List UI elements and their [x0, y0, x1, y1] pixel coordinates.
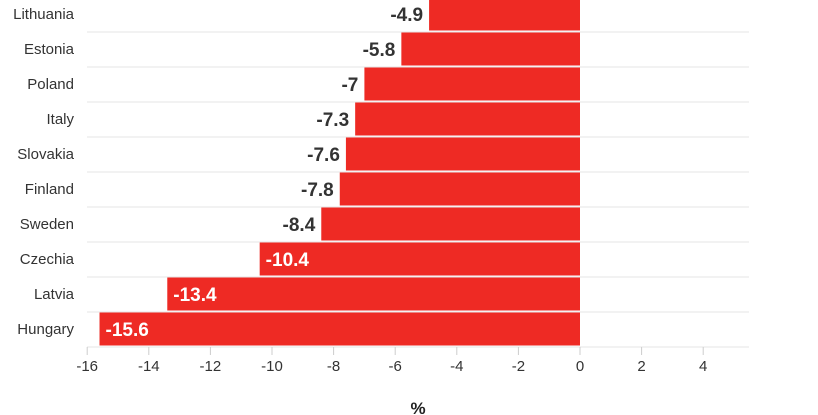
category-label: Sweden [20, 216, 74, 233]
gridlines [87, 31, 749, 348]
x-tick-label: -4 [450, 358, 463, 375]
bar-hungary [99, 312, 581, 346]
x-tick-label: -16 [76, 358, 98, 375]
bar-poland [364, 67, 580, 101]
x-axis-ticks: -16 -14 -12 -10 -8 -6 -4 -2 0 2 4 [76, 347, 707, 375]
category-label: Italy [46, 111, 74, 128]
category-label: Lithuania [13, 6, 75, 23]
category-label: Czechia [20, 251, 75, 268]
category-label: Slovakia [17, 146, 74, 163]
bars [99, 0, 581, 346]
category-label: Poland [27, 76, 74, 93]
bar-slovakia [345, 137, 580, 171]
x-tick-label: 2 [637, 358, 645, 375]
bar-finland [339, 172, 580, 206]
x-tick-label: -12 [200, 358, 222, 375]
bar-latvia [167, 277, 580, 311]
data-label: -5.8 [363, 40, 396, 61]
x-tick-label: -6 [389, 358, 402, 375]
bar-italy [355, 102, 580, 136]
data-label: -10.4 [266, 250, 310, 271]
data-label: -7.8 [301, 180, 334, 201]
x-tick-label: 0 [576, 358, 584, 375]
data-label: -4.9 [390, 5, 423, 26]
x-tick-label: -10 [261, 358, 283, 375]
data-label: -7.3 [316, 110, 349, 131]
x-axis-title: % [410, 399, 425, 415]
data-label: -7.6 [307, 145, 340, 166]
data-labels: -4.9 -5.8-7 -7.3 -7.6 -7.8 -8.4 -10.4 -13.4 -15.… [106, 5, 424, 341]
category-labels: Lithuania Estonia Poland Italy Slovakia Finla… [13, 6, 75, 338]
data-label: -8.4 [283, 215, 316, 236]
x-tick-label: -8 [327, 358, 340, 375]
data-label: -7 [341, 75, 358, 96]
category-label: Latvia [34, 286, 75, 303]
bar-lithuania [429, 0, 580, 31]
x-tick-label: 4 [699, 358, 707, 375]
bar-czechia [259, 242, 580, 276]
category-label: Hungary [17, 321, 74, 338]
data-label: -13.4 [173, 285, 217, 306]
x-tick-label: -2 [512, 358, 525, 375]
category-label: Estonia [24, 41, 75, 58]
bar-estonia [401, 32, 580, 66]
data-label: -15.6 [106, 320, 149, 341]
x-tick-label: -14 [138, 358, 160, 375]
bar-sweden [321, 207, 580, 241]
category-label: Finland [25, 181, 74, 198]
